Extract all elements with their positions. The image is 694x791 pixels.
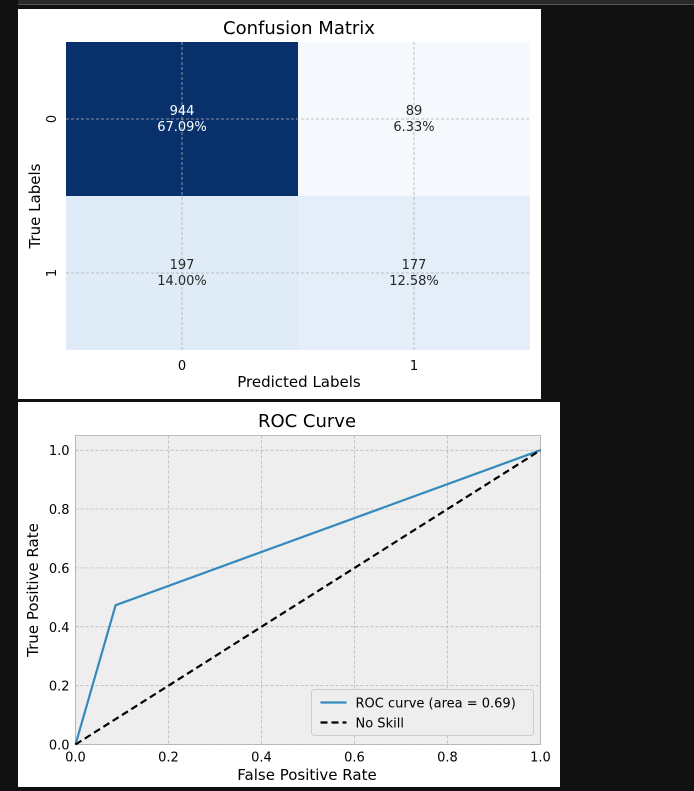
roc-x-tick-label: 0.2	[158, 751, 179, 766]
cell-percent-label: 12.58%	[389, 274, 439, 289]
cell-count-label: 177	[402, 258, 427, 273]
y-tick-label: 1	[45, 269, 60, 277]
legend-label: ROC curve (area = 0.69)	[356, 697, 516, 712]
cell-count-label: 944	[170, 104, 195, 119]
roc-x-tick-label: 1.0	[530, 751, 551, 766]
no-skill-line	[74, 449, 542, 746]
roc-x-tick-label: 0.8	[437, 751, 458, 766]
roc-y-tick-label: 0.2	[49, 680, 70, 695]
roc-legend-box	[311, 689, 534, 736]
cell-percent-label: 14.00%	[157, 274, 207, 289]
roc-y-tick-label: 0.4	[49, 621, 70, 636]
roc-chart: ROC Curve 0.0 0.2 0.4 0.6 0.8 1.0 0.0 0.2 0.4 0.6…	[24, 411, 551, 784]
roc-x-tick-label: 0.6	[344, 751, 365, 766]
cell-percent-label: 67.09%	[157, 120, 207, 135]
window-top-edge	[18, 0, 694, 5]
x-tick-label: 1	[410, 359, 418, 374]
legend-label: No Skill	[356, 717, 404, 732]
roc-xlabel: False Positive Rate	[237, 766, 376, 784]
cell-count-label: 89	[406, 104, 423, 119]
roc-y-tick-label: 0.0	[49, 739, 70, 754]
confusion-matrix-title: Confusion Matrix	[223, 18, 375, 39]
roc-y-tick-label: 0.8	[49, 503, 70, 518]
roc-x-tick-label: 0.0	[65, 751, 86, 766]
cell-percent-label: 6.33%	[393, 120, 434, 135]
roc-curve-line	[74, 449, 541, 745]
roc-y-tick-label: 1.0	[49, 444, 70, 459]
y-tick-label: 0	[45, 115, 60, 123]
cell-count-label: 197	[170, 258, 195, 273]
roc-ylabel: True Positive Rate	[24, 523, 42, 658]
confusion-matrix-xlabel: Predicted Labels	[237, 373, 361, 391]
x-tick-label: 0	[178, 359, 186, 374]
confusion-matrix-panel: Confusion Matrix 944 67.09% 89 6.33% 197 14.0…	[18, 9, 541, 399]
confusion-matrix-ylabel: True Labels	[26, 163, 44, 249]
roc-x-tick-label: 0.4	[251, 751, 272, 766]
roc-title: ROC Curve	[258, 411, 356, 432]
roc-panel: ROC Curve 0.0 0.2 0.4 0.6 0.8 1.0 0.0 0.2 0.4 0.6…	[18, 402, 560, 787]
roc-y-tick-label: 0.6	[49, 562, 70, 577]
